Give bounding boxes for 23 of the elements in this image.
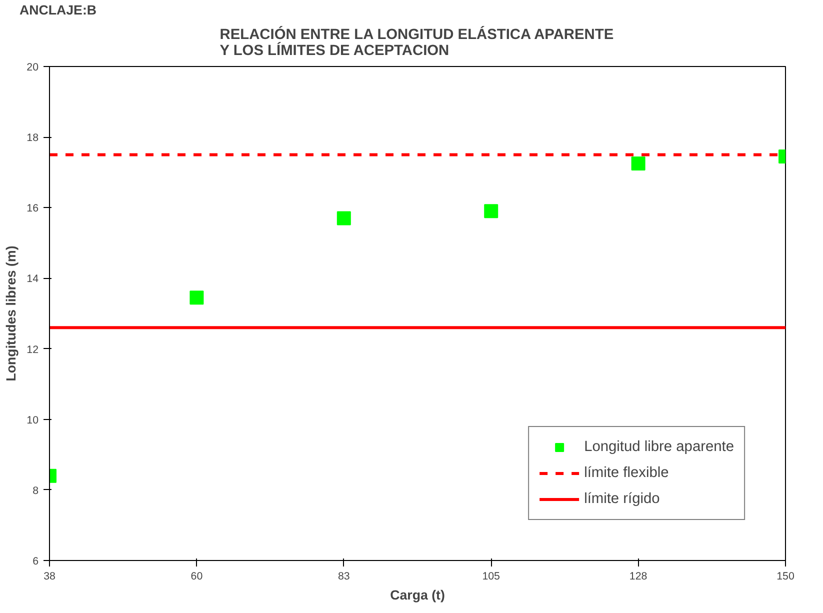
legend-label: límite flexible	[584, 465, 669, 481]
x-tick-label: 60	[190, 570, 203, 582]
x-tick-label: 83	[338, 570, 350, 582]
y-tick-label: 10	[26, 414, 39, 426]
text: ANCLAJE:B	[20, 2, 97, 18]
x-axis-title: Carga (t)	[390, 588, 445, 602]
legend-label: Longitud libre aparente	[584, 439, 734, 455]
x-tick-label: 38	[44, 570, 56, 582]
y-tick-label: 12	[26, 344, 39, 356]
chart-title: RELACIÓN ENTRE LA LONGITUD ELÁSTICA APARENTE Y LOS LÍMITES DE ACEPTACION	[220, 26, 614, 59]
x-tick-label: 105	[482, 570, 500, 582]
y-axis-title: Longitudes libres (m)	[4, 246, 19, 382]
y-tick-label: 16	[26, 202, 39, 215]
y-tick-label: 8	[32, 484, 39, 497]
y-tick-label: 20	[26, 62, 39, 74]
legend-label: límite rígido	[584, 491, 660, 507]
point	[336, 211, 351, 226]
y-tick-label: 14	[26, 273, 39, 286]
y-tick-label: 6	[32, 556, 39, 568]
y-tick-label: 18	[26, 132, 39, 144]
x-tick-label: 128	[629, 570, 648, 582]
point	[484, 204, 498, 218]
x-tick-label: 150	[776, 570, 794, 582]
